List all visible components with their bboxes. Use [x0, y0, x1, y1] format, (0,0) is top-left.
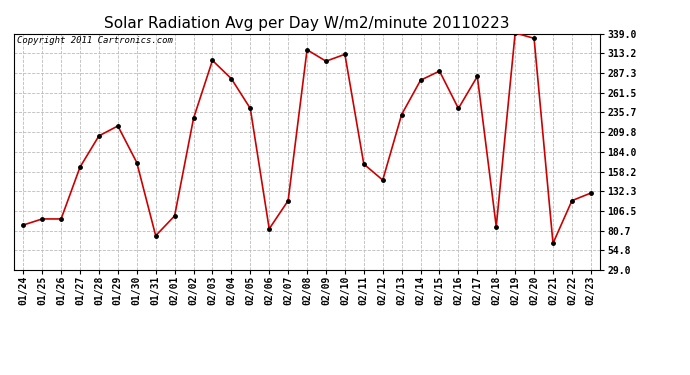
- Text: Copyright 2011 Cartronics.com: Copyright 2011 Cartronics.com: [17, 36, 172, 45]
- Title: Solar Radiation Avg per Day W/m2/minute 20110223: Solar Radiation Avg per Day W/m2/minute …: [104, 16, 510, 31]
